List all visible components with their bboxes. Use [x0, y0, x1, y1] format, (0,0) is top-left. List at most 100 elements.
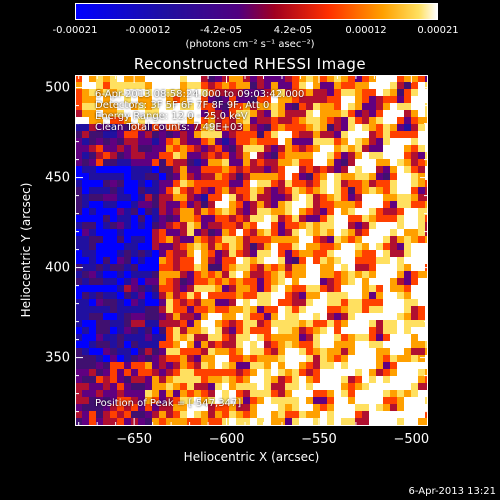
heatmap-cell [117, 369, 125, 377]
heatmap-cell [271, 285, 279, 293]
heatmap-cell [264, 145, 272, 153]
heatmap-cell [313, 306, 321, 314]
heatmap-cell [369, 110, 377, 118]
heatmap-cell [278, 313, 286, 321]
heatmap-cell [166, 75, 174, 83]
heatmap-cell [348, 124, 356, 132]
heatmap-cell [320, 173, 328, 181]
heatmap-cell [411, 124, 419, 132]
heatmap-cell [117, 397, 125, 405]
heatmap-cell [418, 383, 426, 391]
heatmap-cell [82, 243, 90, 251]
heatmap-cell [369, 250, 377, 258]
heatmap-cell [397, 194, 405, 202]
heatmap-cell [75, 292, 83, 300]
heatmap-cell [103, 264, 111, 272]
heatmap-cell [124, 236, 132, 244]
heatmap-cell [404, 96, 412, 104]
heatmap-cell [299, 362, 307, 370]
heatmap-cell [243, 152, 251, 160]
heatmap-cell [103, 152, 111, 160]
heatmap-cell [376, 243, 384, 251]
heatmap-cell [320, 75, 328, 83]
heatmap-cell [264, 376, 272, 384]
heatmap-cell [124, 145, 132, 153]
heatmap-cell [334, 215, 342, 223]
heatmap-cell [257, 257, 265, 265]
heatmap-cell [103, 418, 111, 426]
heatmap-cell [75, 208, 83, 216]
heatmap-cell [404, 257, 412, 265]
heatmap-cell [313, 320, 321, 328]
heatmap-cell [425, 369, 428, 377]
heatmap-cell [229, 96, 237, 104]
heatmap-cell [306, 341, 314, 349]
heatmap-cell [278, 82, 286, 90]
heatmap-cell [89, 124, 97, 132]
heatmap-cell [285, 124, 293, 132]
heatmap-cell [208, 278, 216, 286]
heatmap-cell [180, 180, 188, 188]
heatmap-cell [131, 334, 139, 342]
heatmap-cell [222, 131, 230, 139]
heatmap-cell [250, 369, 258, 377]
heatmap-cell [411, 390, 419, 398]
heatmap-cell [362, 383, 370, 391]
heatmap-cell [327, 278, 335, 286]
heatmap-cell [208, 299, 216, 307]
heatmap-cell [278, 397, 286, 405]
heatmap-cell [166, 355, 174, 363]
heatmap-cell [124, 299, 132, 307]
heatmap-cell [250, 236, 258, 244]
heatmap-cell [341, 243, 349, 251]
heatmap-cell [341, 320, 349, 328]
heatmap-cell [215, 194, 223, 202]
heatmap-cell [334, 166, 342, 174]
heatmap-cell [418, 131, 426, 139]
heatmap-cell [327, 306, 335, 314]
heatmap-cell [383, 306, 391, 314]
heatmap-cell [201, 89, 209, 97]
heatmap-cell [404, 103, 412, 111]
heatmap-cell [271, 236, 279, 244]
heatmap-cell [404, 285, 412, 293]
heatmap-cell [278, 327, 286, 335]
heatmap-cell [159, 313, 167, 321]
heatmap-cell [145, 180, 153, 188]
heatmap-cell [411, 313, 419, 321]
heatmap-cell [271, 390, 279, 398]
heatmap-cell [124, 383, 132, 391]
heatmap-cell [236, 117, 244, 125]
heatmap-cell [124, 152, 132, 160]
heatmap-cell [425, 152, 428, 160]
heatmap-cell [355, 299, 363, 307]
heatmap-cell [285, 362, 293, 370]
heatmap-cell [418, 152, 426, 160]
heatmap-cell [341, 145, 349, 153]
heatmap-cell [418, 194, 426, 202]
heatmap-cell [124, 194, 132, 202]
heatmap-cell [89, 117, 97, 125]
heatmap-cell [292, 194, 300, 202]
heatmap-cell [138, 159, 146, 167]
heatmap-cell [397, 299, 405, 307]
heatmap-cell [89, 299, 97, 307]
heatmap-cell [320, 257, 328, 265]
heatmap-cell [383, 243, 391, 251]
heatmap-cell [138, 264, 146, 272]
heatmap-cell [334, 222, 342, 230]
heatmap-cell [145, 173, 153, 181]
heatmap-cell [75, 131, 83, 139]
heatmap-cell [131, 145, 139, 153]
heatmap-cell [243, 89, 251, 97]
heatmap-cell [138, 355, 146, 363]
heatmap-cell [334, 292, 342, 300]
heatmap-cell [82, 75, 90, 83]
heatmap-cell [243, 110, 251, 118]
heatmap-cell [327, 397, 335, 405]
heatmap-cell [173, 355, 181, 363]
heatmap-cell [285, 418, 293, 426]
heatmap-cell [362, 348, 370, 356]
heatmap-cell [96, 138, 104, 146]
heatmap-cell [180, 285, 188, 293]
